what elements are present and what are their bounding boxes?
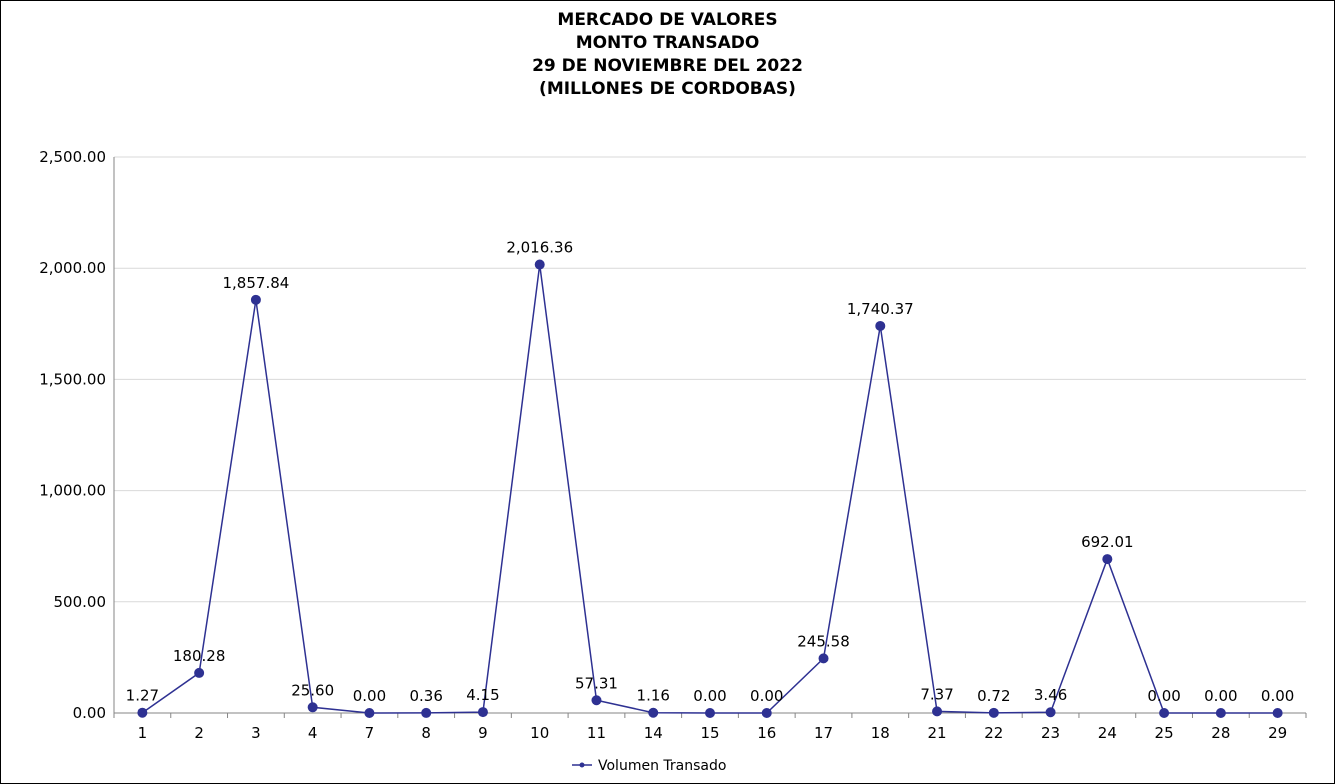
- data-label: 0.00: [1147, 687, 1180, 705]
- x-tick-label: 25: [1155, 724, 1174, 742]
- x-tick-label: 21: [928, 724, 947, 742]
- data-point: [932, 706, 943, 717]
- data-point: [421, 707, 432, 718]
- data-label: 57.31: [575, 674, 618, 692]
- x-tick-label: 9: [478, 724, 488, 742]
- data-label: 0.00: [1261, 687, 1294, 705]
- data-label: 0.00: [693, 687, 726, 705]
- data-point: [988, 707, 999, 718]
- data-point: [194, 667, 205, 678]
- data-point: [761, 708, 772, 718]
- data-point: [1102, 554, 1113, 565]
- data-label: 0.36: [409, 687, 442, 705]
- x-tick-label: 24: [1098, 724, 1117, 742]
- data-label: 7.37: [920, 685, 953, 703]
- x-tick-label: 22: [984, 724, 1003, 742]
- y-tick-label: 1,500.00: [39, 370, 106, 388]
- data-label: 180.28: [173, 647, 226, 665]
- y-tick-label: 2,000.00: [39, 259, 106, 277]
- x-tick-label: 8: [421, 724, 431, 742]
- data-point: [250, 294, 261, 305]
- axis-layer: 0.00 500.00 1,000.00 1,500.00 2,000.00 2,500.…: [39, 148, 1307, 742]
- chart-title-line-2: MONTO TRANSADO: [575, 33, 760, 53]
- x-tick-label: 29: [1268, 724, 1287, 742]
- data-point: [818, 653, 829, 664]
- data-point: [1272, 708, 1283, 718]
- data-label: 0.00: [1204, 687, 1237, 705]
- legend-marker: [579, 762, 585, 768]
- x-tick-label: 7: [365, 724, 375, 742]
- y-tick-label: 500.00: [54, 593, 107, 611]
- data-label: 245.58: [797, 632, 850, 650]
- x-tick-label: 10: [530, 724, 549, 742]
- data-point: [137, 707, 148, 718]
- chart-title-line-1: MERCADO DE VALORES: [557, 10, 778, 30]
- legend: Volumen Transado: [572, 758, 726, 774]
- y-tick-label: 0.00: [73, 704, 106, 722]
- chart-title-line-4: (MILLONES DE CORDOBAS): [539, 79, 796, 99]
- x-tick-label: 3: [251, 724, 261, 742]
- data-label: 1,740.37: [847, 300, 914, 318]
- series-line: [141, 264, 1278, 714]
- x-tick-label: 18: [871, 724, 890, 742]
- data-point: [307, 702, 318, 713]
- data-point: [648, 707, 659, 718]
- x-tick-label: 17: [814, 724, 833, 742]
- data-label-layer: 1.27 180.28 1,857.84 25.60 0.00 0.36 4.15 2,016…: [126, 239, 1295, 705]
- chart-title: MERCADO DE VALORES MONTO TRANSADO 29 DE …: [1, 9, 1334, 101]
- data-point: [1045, 707, 1056, 718]
- x-tick-label: 2: [194, 724, 204, 742]
- data-label: 0.72: [977, 687, 1010, 705]
- data-point: [705, 708, 715, 718]
- data-point: [591, 695, 602, 706]
- data-label: 692.01: [1081, 533, 1134, 551]
- data-label: 1.27: [126, 687, 159, 705]
- x-tick-label: 4: [308, 724, 318, 742]
- data-label: 4.15: [466, 686, 499, 704]
- x-tick-label: 23: [1041, 724, 1060, 742]
- x-tick-label: 11: [587, 724, 606, 742]
- legend-label: Volumen Transado: [598, 758, 726, 774]
- data-point: [1215, 708, 1226, 718]
- data-label: 25.60: [291, 681, 334, 699]
- grid-layer: [114, 156, 1306, 603]
- data-point: [1159, 708, 1170, 718]
- data-point: [364, 708, 375, 718]
- data-label: 2,016.36: [506, 239, 573, 257]
- y-tick-label: 2,500.00: [39, 148, 106, 166]
- x-tick-label: 16: [757, 724, 776, 742]
- data-label: 3.46: [1034, 686, 1067, 704]
- x-tick-label: 28: [1211, 724, 1230, 742]
- data-label: 0.00: [750, 687, 783, 705]
- data-label: 0.00: [353, 687, 386, 705]
- data-point: [534, 259, 545, 270]
- x-tick-label: 14: [644, 724, 663, 742]
- y-tick-label: 1,000.00: [39, 482, 106, 500]
- x-tick-label: 15: [700, 724, 719, 742]
- series-layer: [137, 259, 1283, 718]
- data-label: 1,857.84: [223, 274, 290, 292]
- chart-title-line-3: 29 DE NOVIEMBRE DEL 2022: [532, 56, 803, 76]
- data-point: [477, 707, 488, 718]
- data-label: 1.16: [637, 687, 670, 705]
- data-point: [875, 320, 886, 331]
- x-tick-label: 1: [138, 724, 148, 742]
